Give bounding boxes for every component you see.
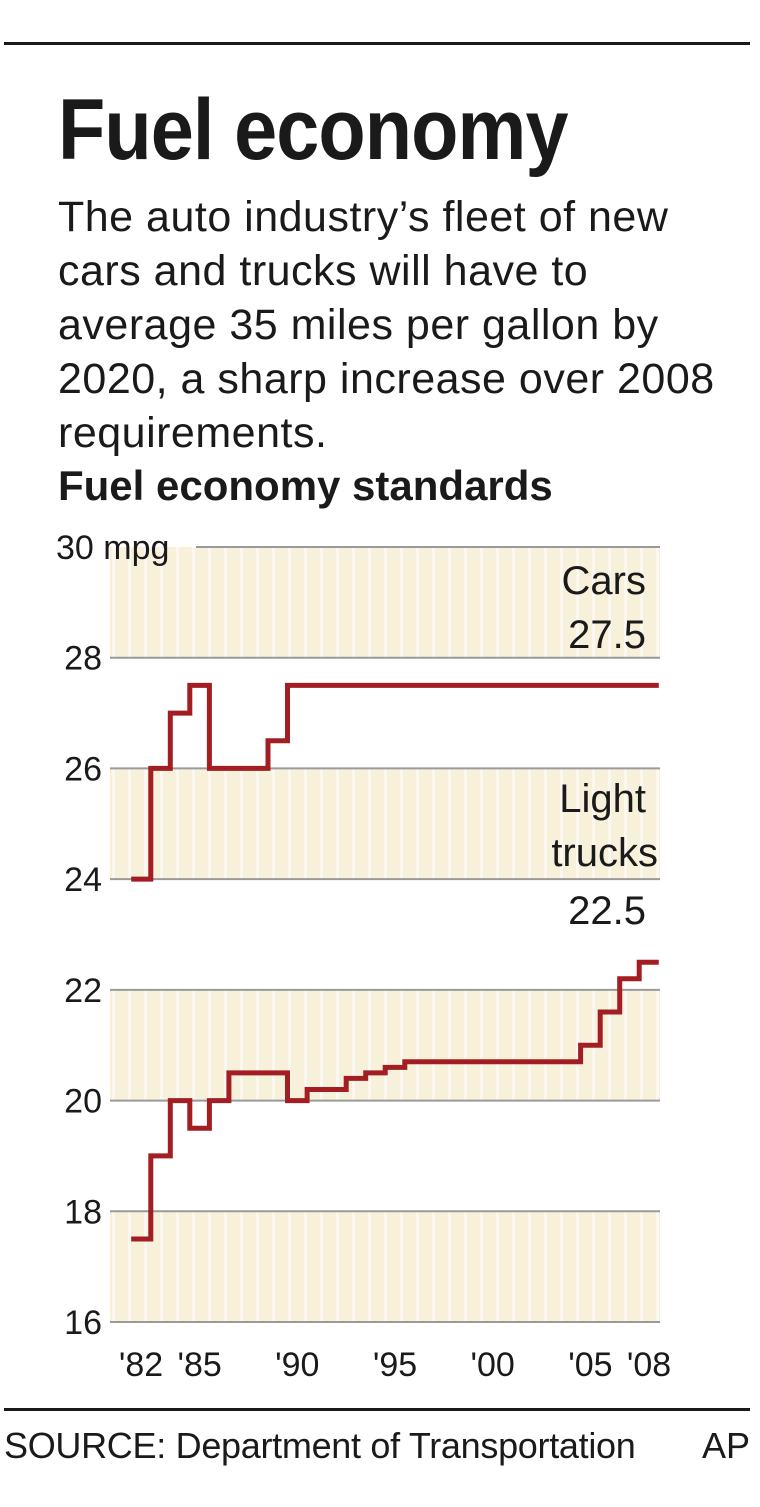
series-name-label: trucks	[551, 831, 658, 875]
background-band	[110, 989, 660, 1101]
y-tick-label: 18	[64, 1193, 102, 1231]
series-name-label: Light	[559, 777, 646, 821]
y-tick-label: 22	[64, 972, 102, 1010]
series-lines	[131, 682, 659, 1242]
y-tick-label: 24	[64, 861, 102, 899]
x-tick-label: '82	[119, 1346, 163, 1384]
series-end-value-label: 22.5	[568, 889, 646, 933]
y-tick-label: 28	[64, 640, 102, 678]
chatter-text: The auto industry’s fleet of new cars an…	[58, 193, 715, 457]
x-tick-label: '95	[373, 1346, 417, 1384]
x-tick-label: '05	[568, 1346, 612, 1384]
series-line-light-trucks	[131, 959, 659, 1242]
x-tick-label: '90	[275, 1346, 319, 1384]
gridlines	[110, 546, 660, 1323]
series-name-label: Cars	[562, 559, 646, 603]
y-tick-label: 30 mpg	[56, 529, 169, 567]
series-labels: Cars 27.5 Light trucks 22.5	[551, 559, 658, 933]
x-tick-label: '08	[627, 1346, 671, 1384]
bottom-rule	[4, 1408, 750, 1411]
source-note: SOURCE: Department of Transportation	[4, 1425, 636, 1466]
background-bands	[110, 547, 660, 1322]
series-end-value-label: 27.5	[568, 613, 646, 657]
headline: Fuel economy	[58, 82, 569, 178]
top-rule	[4, 42, 750, 45]
y-axis-labels: 30 mpg 28 26 24 22 20 18 16	[56, 529, 169, 1342]
credit-ap: AP	[701, 1425, 750, 1466]
series-line-cars	[131, 682, 659, 882]
background-band	[110, 768, 660, 880]
y-tick-label: 26	[64, 750, 102, 788]
y-tick-label: 20	[64, 1083, 102, 1121]
x-tick-label: '85	[177, 1346, 221, 1384]
x-tick-label: '00	[471, 1346, 515, 1384]
background-band	[110, 547, 660, 658]
chart-title: Fuel economy standards	[58, 462, 553, 509]
background-band	[110, 1211, 660, 1322]
x-axis-labels: '82 '85 '90 '95 '00 '05 '08	[119, 1346, 671, 1384]
y-tick-label: 16	[64, 1304, 102, 1342]
